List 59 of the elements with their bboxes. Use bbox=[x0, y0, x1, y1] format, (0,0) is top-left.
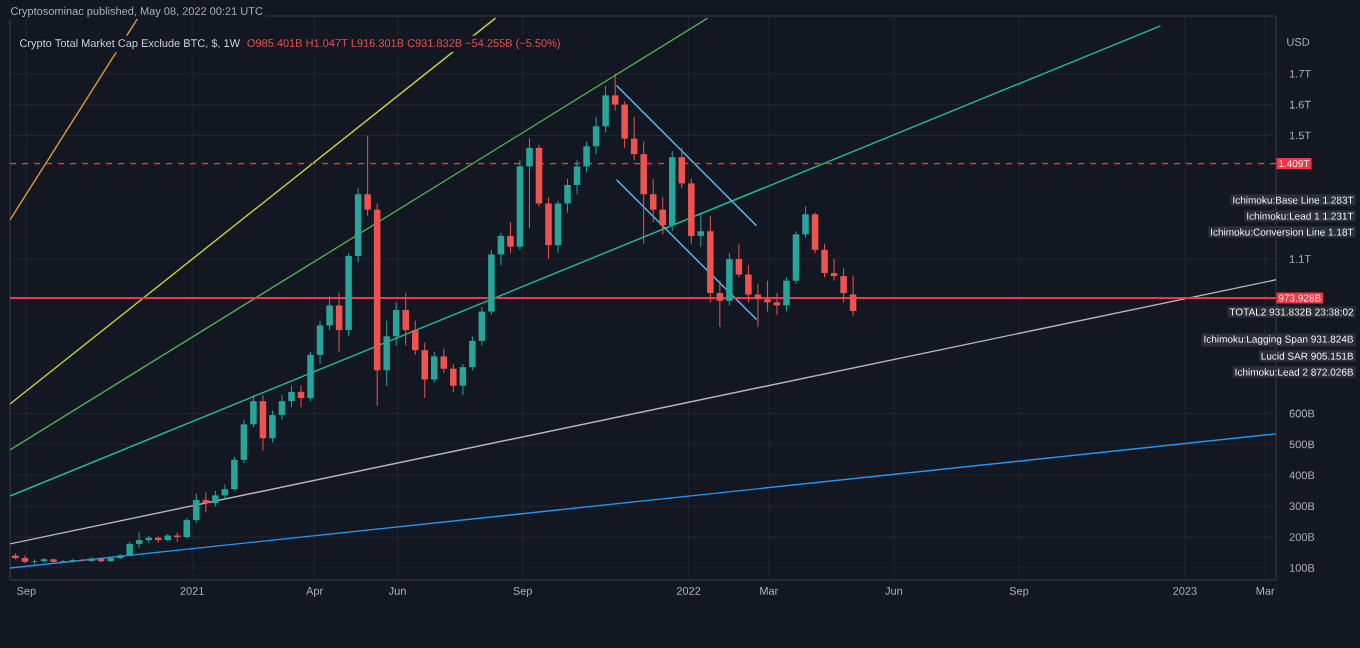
candlestick bbox=[564, 178, 571, 214]
candlestick bbox=[554, 199, 562, 254]
candlestick bbox=[383, 320, 390, 387]
candlestick bbox=[288, 385, 295, 408]
candlestick bbox=[421, 341, 429, 399]
candlestick bbox=[545, 196, 552, 260]
candlestick bbox=[316, 320, 324, 365]
candlestick bbox=[335, 292, 343, 353]
candlestick bbox=[583, 141, 590, 174]
candlestick bbox=[792, 230, 800, 285]
candlestick bbox=[745, 264, 752, 303]
candlestick bbox=[392, 301, 400, 347]
candlestick bbox=[259, 394, 267, 452]
candlestick bbox=[297, 385, 305, 408]
candlestick bbox=[764, 280, 771, 313]
candlestick bbox=[411, 320, 419, 356]
candlestick bbox=[431, 351, 438, 384]
candlestick bbox=[802, 206, 809, 238]
candlestick bbox=[469, 335, 476, 371]
candlestick bbox=[592, 116, 600, 155]
candlestick bbox=[402, 292, 409, 347]
candlestick bbox=[202, 491, 210, 513]
candlestick bbox=[611, 73, 619, 112]
candlestick bbox=[840, 267, 847, 303]
candlestick bbox=[231, 456, 238, 492]
candlestick bbox=[602, 85, 609, 133]
candlestick bbox=[716, 280, 724, 328]
candlestick bbox=[849, 274, 857, 317]
candlestick bbox=[697, 212, 705, 248]
candlestick bbox=[478, 306, 486, 347]
candlestick bbox=[278, 394, 286, 421]
candlestick bbox=[735, 243, 743, 279]
candlestick bbox=[364, 135, 371, 217]
candlestick bbox=[621, 101, 628, 149]
candlestick bbox=[183, 517, 191, 540]
candlestick bbox=[440, 348, 448, 374]
candlestick bbox=[640, 141, 647, 245]
candlestick bbox=[649, 178, 657, 223]
candlestick bbox=[526, 138, 533, 229]
candlestick bbox=[811, 212, 819, 254]
candlestick bbox=[326, 295, 333, 331]
candlestick bbox=[830, 258, 838, 282]
candlestick bbox=[240, 419, 248, 464]
candlestick bbox=[250, 394, 257, 428]
candlestick bbox=[40, 557, 48, 563]
candlestick bbox=[773, 292, 781, 316]
candlestick bbox=[507, 221, 514, 254]
candlestick bbox=[269, 409, 276, 444]
candlestick bbox=[221, 484, 229, 501]
candlestick bbox=[783, 277, 790, 313]
candlestick bbox=[726, 252, 733, 306]
candlestick bbox=[573, 159, 581, 195]
candlestick bbox=[459, 363, 467, 396]
candlestick bbox=[659, 196, 666, 235]
candlestick bbox=[193, 493, 200, 524]
candlestick bbox=[307, 351, 314, 402]
candlestick bbox=[450, 363, 457, 393]
candlestick bbox=[821, 243, 828, 279]
candlestick bbox=[678, 147, 686, 189]
